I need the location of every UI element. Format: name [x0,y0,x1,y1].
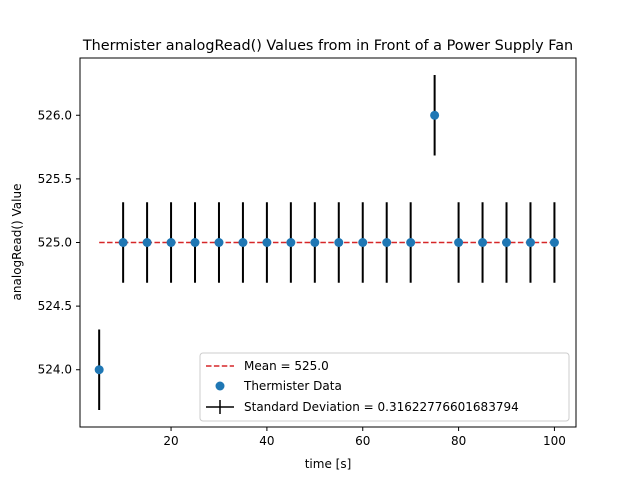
data-point [166,238,176,247]
data-point [454,238,464,247]
data-point [502,238,512,247]
data-point [310,238,320,247]
y-axis-label: analogRead() Value [10,184,24,301]
y-tick-label: 525.0 [38,236,72,250]
y-tick-label: 524.5 [38,299,72,313]
x-axis-label: time [s] [305,457,352,471]
axes-layer: 20 40 60 80 100 524.0 524.5 525.0 525.5 526.0 [38,57,577,448]
legend: Mean = 525.0 Thermister Data Standard De… [199,352,570,422]
data-point [525,238,535,247]
legend-data-label: Thermister Data [243,379,342,393]
data-point [334,238,344,247]
data-point [238,238,248,247]
x-tick-label: 60 [355,434,370,448]
data-point [549,238,559,247]
legend-box [199,352,570,422]
x-tick-label: 80 [451,434,466,448]
data-point [190,238,200,247]
data-point [286,238,296,247]
data-point [382,238,392,247]
legend-errorbar-label: Standard Deviation = 0.31622776601683794 [244,400,519,414]
x-tick-label: 40 [259,434,274,448]
data-point [430,110,440,120]
data-layer [94,75,559,410]
y-tick-label: 525.5 [38,172,72,186]
legend-mean-label: Mean = 525.0 [244,359,329,373]
data-point [478,238,488,247]
data-point [94,365,104,375]
x-tick-label: 20 [163,434,178,448]
data-point [262,238,272,247]
data-point [142,238,152,247]
data-point [358,238,368,247]
data-point [214,238,224,247]
y-tick-label: 524.0 [38,363,72,377]
data-point [118,238,128,247]
legend-data-marker-swatch [215,381,225,391]
chart-title: Thermister analogRead() Values from in F… [82,38,573,54]
y-tick-label: 526.0 [38,108,72,122]
x-tick-label: 100 [543,434,566,448]
data-point [406,238,416,247]
